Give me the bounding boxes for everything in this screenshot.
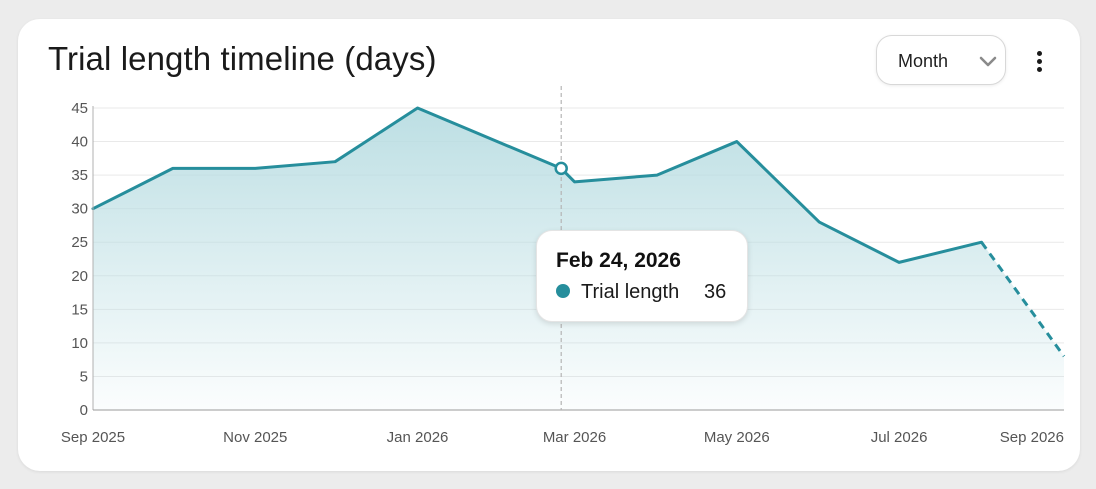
y-tick-label: 40 [71,134,88,151]
y-tick-label: 0 [80,402,88,419]
x-tick-label: May 2026 [704,429,770,446]
more-options-icon[interactable] [1028,47,1052,75]
y-tick-label: 10 [71,335,88,352]
tooltip-series-label: Trial length [581,281,680,303]
x-tick-label: Sep 2026 [1000,429,1064,446]
y-tick-label: 45 [71,100,88,117]
y-tick-label: 30 [71,201,88,218]
chart-title: Trial length timeline (days) [48,40,437,77]
x-tick-label: Jul 2026 [871,429,928,446]
y-tick-label: 20 [71,268,88,285]
y-tick-label: 5 [80,368,88,385]
chart-tooltip: Feb 24, 2026 Trial length 36 [536,230,748,322]
x-tick-label: Sep 2025 [61,429,125,446]
series-line-trial-length [91,106,984,264]
y-tick-label: 15 [71,301,88,318]
tooltip-date: Feb 24, 2026 [556,249,681,272]
x-tick-label: Mar 2026 [543,429,606,446]
hover-point-marker [554,161,568,176]
x-tick-label: Nov 2025 [223,429,287,446]
series-color-dot [556,284,570,298]
y-tick-label: 25 [71,234,88,251]
chevron-down-icon [979,55,997,73]
period-select-value: Month [898,51,949,71]
x-tick-label: Jan 2026 [387,429,449,446]
period-select[interactable]: Month [876,35,1006,85]
y-tick-label: 35 [71,167,88,184]
series-line-projection [980,241,1066,358]
tooltip-value: 36 [704,281,727,303]
